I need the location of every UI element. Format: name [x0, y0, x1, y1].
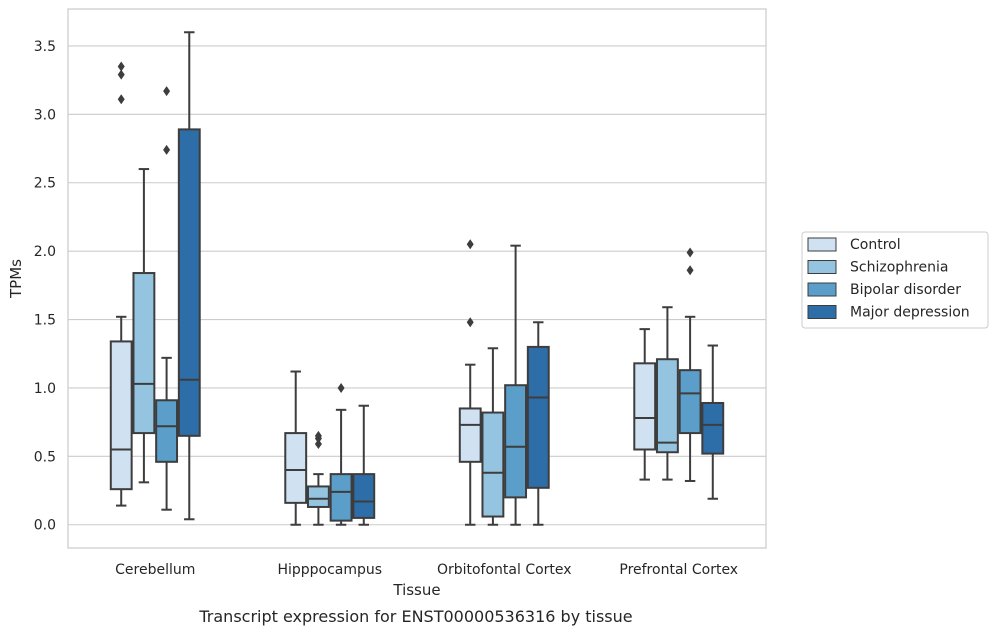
- x-tick-labels: Cerebellum Hipppocampus Orbitofontal Corte…: [115, 562, 738, 578]
- box-plots: [109, 31, 725, 526]
- legend-label-control: Control: [850, 237, 901, 253]
- plot-frame: [67, 8, 767, 549]
- outlier-point: [117, 69, 125, 80]
- y-tick-label: 0.5: [34, 449, 56, 465]
- box-control-1: [284, 370, 308, 526]
- legend-frame: [801, 231, 989, 329]
- iqr-box: [155, 399, 179, 463]
- outlier-point: [466, 239, 474, 250]
- legend-swatch-major-depression: [807, 305, 837, 319]
- box-control-2: [458, 239, 482, 526]
- outlier-point: [117, 94, 125, 105]
- box-bipolar-disorder-0: [155, 86, 179, 511]
- legend-swatch-schizophrenia: [807, 260, 837, 274]
- iqr-box: [109, 340, 133, 491]
- box-bipolar-disorder-3: [678, 247, 702, 482]
- legend-swatch-control: [807, 237, 837, 252]
- chart-caption: Transcript expression for ENST0000053631…: [198, 607, 632, 626]
- x-tick-label: Orbitofontal Cortex: [437, 562, 572, 578]
- box-schizophrenia-0: [132, 168, 156, 484]
- iqr-box: [633, 362, 657, 451]
- box-control-3: [633, 328, 657, 481]
- iqr-box: [306, 485, 330, 508]
- y-tick-label: 2.0: [34, 244, 56, 260]
- y-tick-label: 3.5: [34, 39, 56, 55]
- iqr-box: [701, 401, 725, 455]
- legend-label-major-depression: Major depression: [850, 305, 970, 321]
- outlier-point: [686, 265, 694, 276]
- box-control-0: [109, 61, 133, 507]
- outlier-point: [686, 247, 694, 258]
- box-schizophrenia-2: [481, 347, 505, 526]
- outlier-point: [314, 439, 322, 450]
- iqr-box: [526, 345, 550, 489]
- y-tick-label: 1.0: [34, 381, 56, 397]
- y-tick-label: 2.5: [34, 176, 56, 192]
- outlier-point: [314, 430, 322, 441]
- iqr-box: [132, 272, 156, 435]
- iqr-box: [352, 473, 376, 519]
- outlier-point: [117, 61, 125, 72]
- box-schizophrenia-3: [655, 306, 679, 481]
- x-tick-label: Prefrontal Cortex: [619, 562, 738, 578]
- box-bipolar-disorder-2: [504, 244, 528, 526]
- y-tick-label: 0.0: [34, 518, 56, 534]
- iqr-box: [329, 473, 353, 522]
- box-schizophrenia-1: [306, 430, 330, 526]
- outlier-point: [466, 317, 474, 328]
- y-tick-label: 3.0: [34, 107, 56, 123]
- box-major-depression-2: [526, 321, 550, 526]
- outlier-point: [163, 144, 171, 155]
- iqr-box: [458, 407, 482, 463]
- legend-label-bipolar-disorder: Bipolar disorder: [850, 282, 961, 298]
- legend-swatch-bipolar-disorder: [807, 282, 837, 297]
- x-axis-label: Tissue: [392, 581, 440, 599]
- iqr-box: [678, 369, 702, 435]
- iqr-box: [177, 128, 201, 437]
- y-axis-label: TPMs: [7, 259, 25, 299]
- x-tick-label: Hipppocampus: [277, 562, 382, 578]
- y-tick-labels: 0.0 0.5 1.0 1.5 2.0 2.5 3.0 3.5: [34, 39, 56, 534]
- outlier-point: [163, 86, 171, 97]
- iqr-box: [504, 384, 528, 499]
- iqr-box: [655, 358, 679, 454]
- outlier-point: [337, 382, 345, 393]
- legend-label-schizophrenia: Schizophrenia: [850, 260, 948, 276]
- legend: Control Schizophrenia Bipolar disorder Majo…: [801, 231, 989, 329]
- iqr-box: [284, 432, 308, 504]
- box-major-depression-3: [701, 344, 725, 500]
- box-major-depression-0: [177, 31, 201, 521]
- y-tick-label: 1.5: [34, 313, 56, 329]
- x-tick-label: Cerebellum: [115, 562, 195, 578]
- box-major-depression-1: [352, 404, 376, 526]
- iqr-box: [481, 411, 505, 518]
- box-bipolar-disorder-1: [329, 382, 353, 526]
